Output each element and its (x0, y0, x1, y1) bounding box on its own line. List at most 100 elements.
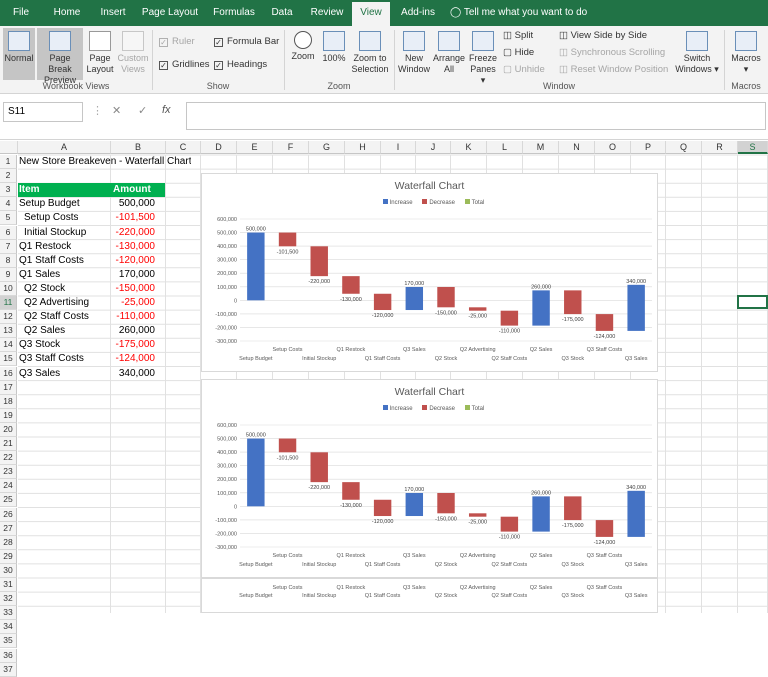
column-header-a[interactable]: A (18, 141, 111, 154)
row-header-5[interactable]: 5 (0, 211, 17, 226)
cell-item[interactable]: Q3 Sales (19, 367, 61, 379)
waterfall-bar[interactable] (564, 496, 582, 521)
cell-amount[interactable]: -124,000 (115, 353, 155, 365)
row-header-30[interactable]: 30 (0, 563, 17, 578)
row-header-3[interactable]: 3 (0, 183, 17, 198)
selected-cell-s11[interactable] (737, 295, 768, 309)
gridlines-checkbox[interactable]: ✓ Gridlines (159, 59, 210, 70)
tab-file[interactable]: File (12, 7, 30, 18)
normal-view-button[interactable]: Normal (3, 28, 35, 80)
cell-amount[interactable]: -25,000 (121, 297, 155, 308)
formula-input[interactable] (186, 102, 766, 130)
cell-item[interactable]: Q2 Sales (24, 325, 66, 337)
waterfall-bar[interactable] (373, 499, 392, 517)
row-header-19[interactable]: 19 (0, 408, 17, 423)
zoom-to-selection-button[interactable]: Zoom to Selection (350, 28, 390, 80)
row-header-1[interactable]: 1 (0, 155, 17, 170)
tab-insert[interactable]: Insert (100, 7, 126, 18)
insert-function-icon[interactable]: fx (162, 104, 171, 116)
macros-button[interactable]: Macros ▾ (728, 28, 764, 80)
row-header-10[interactable]: 10 (0, 281, 17, 296)
cell-amount[interactable]: 260,000 (118, 325, 155, 337)
header-amount[interactable]: Amount (111, 183, 165, 197)
ruler-checkbox[interactable]: ✓ Ruler (159, 36, 195, 47)
row-header-28[interactable]: 28 (0, 535, 17, 550)
view-side-by-side-button[interactable]: ◫ View Side by Side (559, 30, 648, 41)
header-item[interactable]: Item (18, 183, 111, 197)
tell-me-box[interactable]: ◯ Tell me what you want to do (450, 0, 590, 26)
column-header-d[interactable]: D (201, 141, 237, 154)
row-header-35[interactable]: 35 (0, 634, 17, 649)
row-header-14[interactable]: 14 (0, 338, 17, 353)
row-header-8[interactable]: 8 (0, 253, 17, 268)
waterfall-bar[interactable] (310, 246, 328, 277)
row-header-24[interactable]: 24 (0, 479, 17, 494)
waterfall-bar[interactable] (278, 232, 297, 247)
tab-add-ins[interactable]: Add-ins (401, 7, 435, 18)
hide-button[interactable]: ▢ Hide (503, 47, 535, 58)
row-header-29[interactable]: 29 (0, 549, 17, 564)
tab-home[interactable]: Home (53, 7, 81, 18)
row-header-27[interactable]: 27 (0, 521, 17, 536)
tab-page-layout[interactable]: Page Layout (141, 7, 199, 18)
row-header-34[interactable]: 34 (0, 620, 17, 635)
tab-view[interactable]: View (352, 2, 390, 26)
waterfall-bar[interactable] (627, 490, 645, 537)
cell-item[interactable]: Setup Costs (24, 212, 79, 224)
cell-item[interactable]: Initial Stockup (24, 226, 87, 238)
cell-item[interactable]: Q1 Staff Costs (19, 254, 84, 266)
cell-amount[interactable]: -120,000 (115, 254, 155, 266)
cell-item[interactable]: Q1 Sales (19, 268, 61, 280)
row-header-26[interactable]: 26 (0, 507, 17, 522)
row-header-31[interactable]: 31 (0, 578, 17, 593)
column-header-j[interactable]: J (416, 141, 451, 154)
row-header-20[interactable]: 20 (0, 422, 17, 437)
column-header-r[interactable]: R (702, 141, 738, 154)
waterfall-bar[interactable] (437, 286, 455, 308)
waterfall-bar[interactable] (595, 520, 614, 537)
tab-review[interactable]: Review (310, 7, 344, 18)
cell-item[interactable]: Q1 Restock (19, 240, 72, 252)
waterfall-bar[interactable] (342, 482, 360, 500)
cell-item[interactable]: Q3 Stock (19, 339, 61, 351)
waterfall-chart-3-partial[interactable]: Setup Budget Setup Costs Initial Stockup Q1… (201, 578, 658, 613)
cell-item[interactable]: Q2 Staff Costs (24, 311, 89, 323)
row-header-15[interactable]: 15 (0, 352, 17, 367)
tab-formulas[interactable]: Formulas (213, 7, 255, 18)
cell-amount[interactable]: 340,000 (118, 367, 155, 379)
waterfall-bar[interactable] (564, 290, 582, 315)
row-header-6[interactable]: 6 (0, 225, 17, 240)
column-header-k[interactable]: K (451, 141, 487, 154)
cell-amount[interactable]: -101,500 (115, 212, 155, 224)
cell-amount[interactable]: -220,000 (115, 226, 155, 238)
unhide-button[interactable]: ▢ Unhide (503, 64, 545, 75)
row-header-22[interactable]: 22 (0, 451, 17, 466)
cell-amount[interactable]: 170,000 (118, 268, 155, 280)
cell-amount[interactable]: -130,000 (115, 240, 155, 252)
column-header-e[interactable]: E (237, 141, 273, 154)
new-window-button[interactable]: New Window (397, 28, 431, 80)
waterfall-bar[interactable] (278, 438, 297, 453)
waterfall-bar[interactable] (247, 232, 265, 301)
waterfall-bar[interactable] (532, 496, 550, 532)
tab-data[interactable]: Data (271, 7, 293, 18)
row-header-7[interactable]: 7 (0, 239, 17, 254)
name-box[interactable]: S11 (3, 102, 83, 122)
column-header-i[interactable]: I (381, 141, 416, 154)
column-header-m[interactable]: M (523, 141, 559, 154)
column-header-g[interactable]: G (309, 141, 345, 154)
waterfall-bar[interactable] (247, 438, 265, 507)
waterfall-bar[interactable] (373, 293, 392, 311)
cancel-icon[interactable]: ✕ (112, 105, 122, 117)
waterfall-bar[interactable] (627, 284, 645, 331)
row-header-32[interactable]: 32 (0, 592, 17, 607)
custom-views-button[interactable]: Custom Views (116, 28, 150, 80)
column-header-b[interactable]: B (111, 141, 166, 154)
page-layout-view-button[interactable]: Page Layout (85, 28, 115, 80)
formula-bar-checkbox[interactable]: ✓ Formula Bar (214, 36, 280, 47)
column-header-n[interactable]: N (559, 141, 595, 154)
waterfall-bar[interactable] (342, 276, 360, 294)
column-header-o[interactable]: O (595, 141, 631, 154)
cell-amount[interactable]: -150,000 (115, 282, 155, 294)
row-header-12[interactable]: 12 (0, 310, 17, 325)
